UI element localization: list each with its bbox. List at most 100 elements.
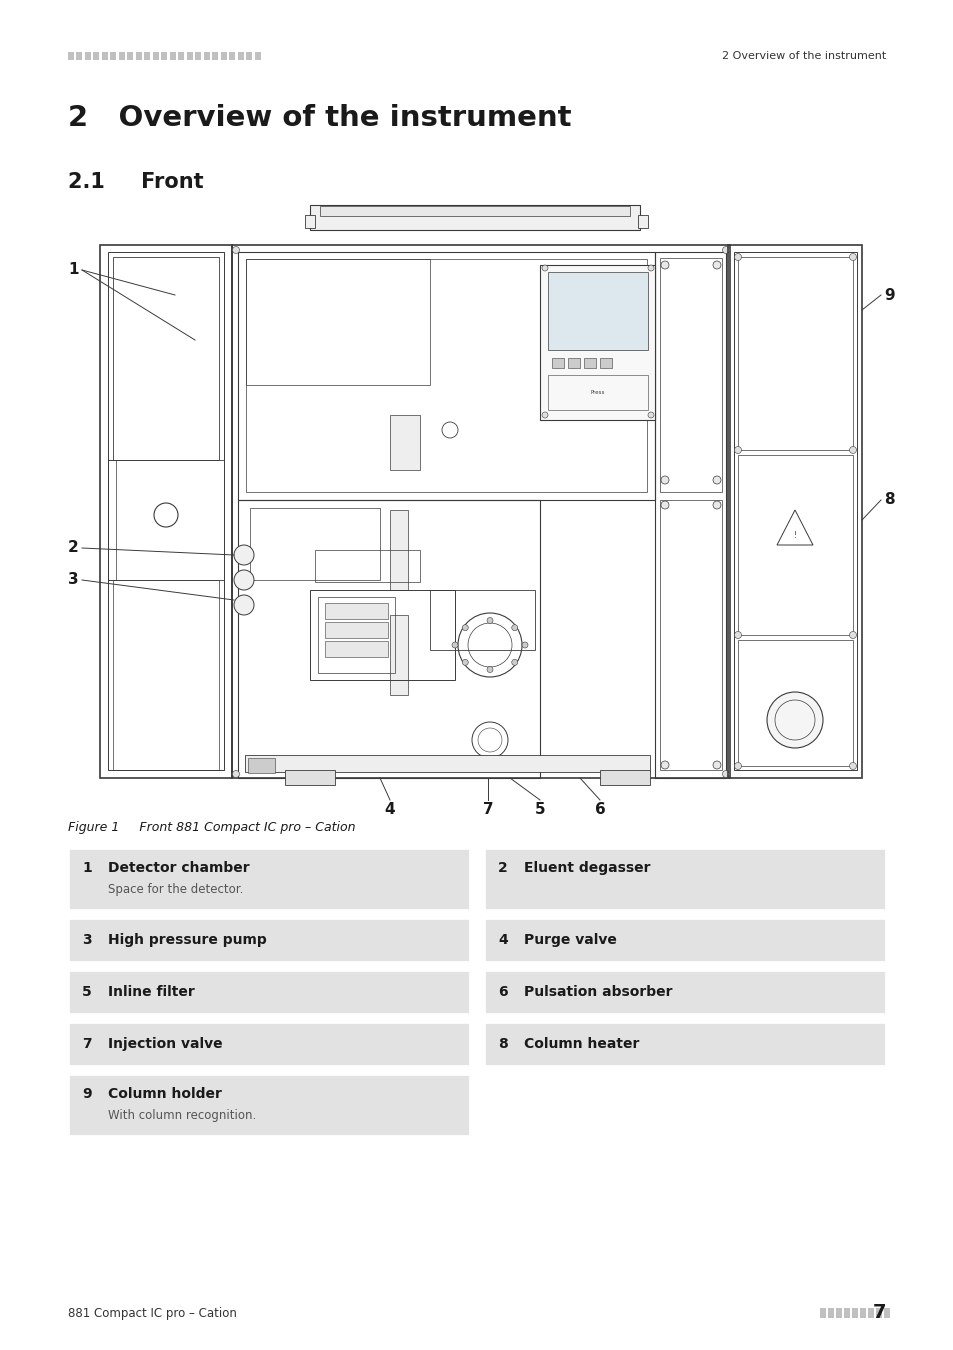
Text: 5: 5 <box>534 802 545 818</box>
Bar <box>305 215 314 228</box>
Text: 2.1     Front: 2.1 Front <box>68 171 203 192</box>
Bar <box>483 1022 885 1066</box>
Circle shape <box>647 412 654 418</box>
Circle shape <box>233 771 239 778</box>
Text: 2: 2 <box>68 540 79 555</box>
Bar <box>483 918 885 963</box>
Text: Press: Press <box>590 390 604 394</box>
Bar <box>144 53 151 59</box>
Text: 9: 9 <box>883 288 894 302</box>
Text: 7: 7 <box>872 1304 885 1323</box>
Circle shape <box>734 632 740 639</box>
Bar <box>248 757 274 774</box>
Circle shape <box>734 447 740 454</box>
Text: 2: 2 <box>497 861 507 875</box>
Bar <box>119 53 125 59</box>
Circle shape <box>541 412 547 418</box>
Bar <box>187 53 193 59</box>
Bar <box>161 53 168 59</box>
Text: 8: 8 <box>497 1037 507 1052</box>
Bar <box>638 215 647 228</box>
Bar <box>325 622 388 639</box>
Bar <box>245 755 649 772</box>
Bar <box>883 1308 889 1318</box>
Circle shape <box>721 771 729 778</box>
Circle shape <box>848 447 856 454</box>
Circle shape <box>511 625 517 630</box>
Bar <box>483 848 885 910</box>
Circle shape <box>647 265 654 271</box>
Bar <box>733 252 856 770</box>
Bar <box>599 769 649 784</box>
Bar <box>430 590 535 649</box>
Circle shape <box>721 247 729 254</box>
Bar <box>539 265 655 420</box>
Circle shape <box>734 763 740 769</box>
Bar <box>820 1308 825 1318</box>
Bar <box>319 207 629 216</box>
Bar <box>567 358 579 369</box>
Bar <box>390 510 408 590</box>
Bar <box>727 244 862 778</box>
Bar <box>285 769 335 784</box>
Bar <box>317 597 395 674</box>
Bar <box>310 205 639 230</box>
Circle shape <box>848 763 856 769</box>
Bar <box>875 1308 882 1318</box>
Bar <box>547 271 647 350</box>
Circle shape <box>848 254 856 261</box>
Text: Column heater: Column heater <box>523 1037 639 1052</box>
Bar <box>68 848 470 910</box>
Circle shape <box>511 659 517 666</box>
Bar <box>599 358 612 369</box>
Text: Injection valve: Injection valve <box>108 1037 222 1052</box>
Bar <box>136 53 142 59</box>
Bar <box>68 918 470 963</box>
Circle shape <box>233 570 253 590</box>
Bar <box>108 252 224 770</box>
Bar <box>152 53 159 59</box>
Text: 3: 3 <box>68 572 78 587</box>
Bar <box>68 1022 470 1066</box>
Circle shape <box>233 247 239 254</box>
Circle shape <box>486 667 493 672</box>
Bar <box>232 244 729 778</box>
Bar <box>178 53 184 59</box>
Text: Purge valve: Purge valve <box>523 933 617 946</box>
Circle shape <box>766 693 822 748</box>
Bar <box>738 455 852 634</box>
Text: 881 Compact IC pro – Cation: 881 Compact IC pro – Cation <box>68 1307 236 1319</box>
Bar <box>851 1308 857 1318</box>
Bar <box>738 640 852 765</box>
Bar <box>204 53 210 59</box>
Text: 3: 3 <box>82 933 91 946</box>
Text: 4: 4 <box>497 933 507 946</box>
Bar <box>221 53 227 59</box>
Bar <box>254 53 261 59</box>
Circle shape <box>660 501 668 509</box>
Bar <box>390 616 408 695</box>
Text: 7: 7 <box>482 802 493 818</box>
Text: High pressure pump: High pressure pump <box>108 933 267 946</box>
Text: 8: 8 <box>883 493 894 508</box>
Bar <box>659 500 721 770</box>
Text: Column holder: Column holder <box>108 1088 222 1102</box>
Bar <box>843 1308 849 1318</box>
Bar <box>195 53 201 59</box>
Text: Figure 1     Front 881 Compact IC pro – Cation: Figure 1 Front 881 Compact IC pro – Cati… <box>68 822 355 834</box>
Text: Pulsation absorber: Pulsation absorber <box>523 986 672 999</box>
Bar <box>325 641 388 657</box>
Bar <box>655 252 725 778</box>
Circle shape <box>462 625 468 630</box>
Text: 1: 1 <box>68 262 78 278</box>
Bar <box>390 414 419 470</box>
Circle shape <box>848 632 856 639</box>
Bar <box>659 258 721 491</box>
Bar <box>230 53 235 59</box>
Bar <box>128 53 133 59</box>
Circle shape <box>734 254 740 261</box>
Bar <box>583 358 596 369</box>
Bar <box>250 508 379 580</box>
Bar <box>483 971 885 1014</box>
Bar <box>237 500 539 778</box>
